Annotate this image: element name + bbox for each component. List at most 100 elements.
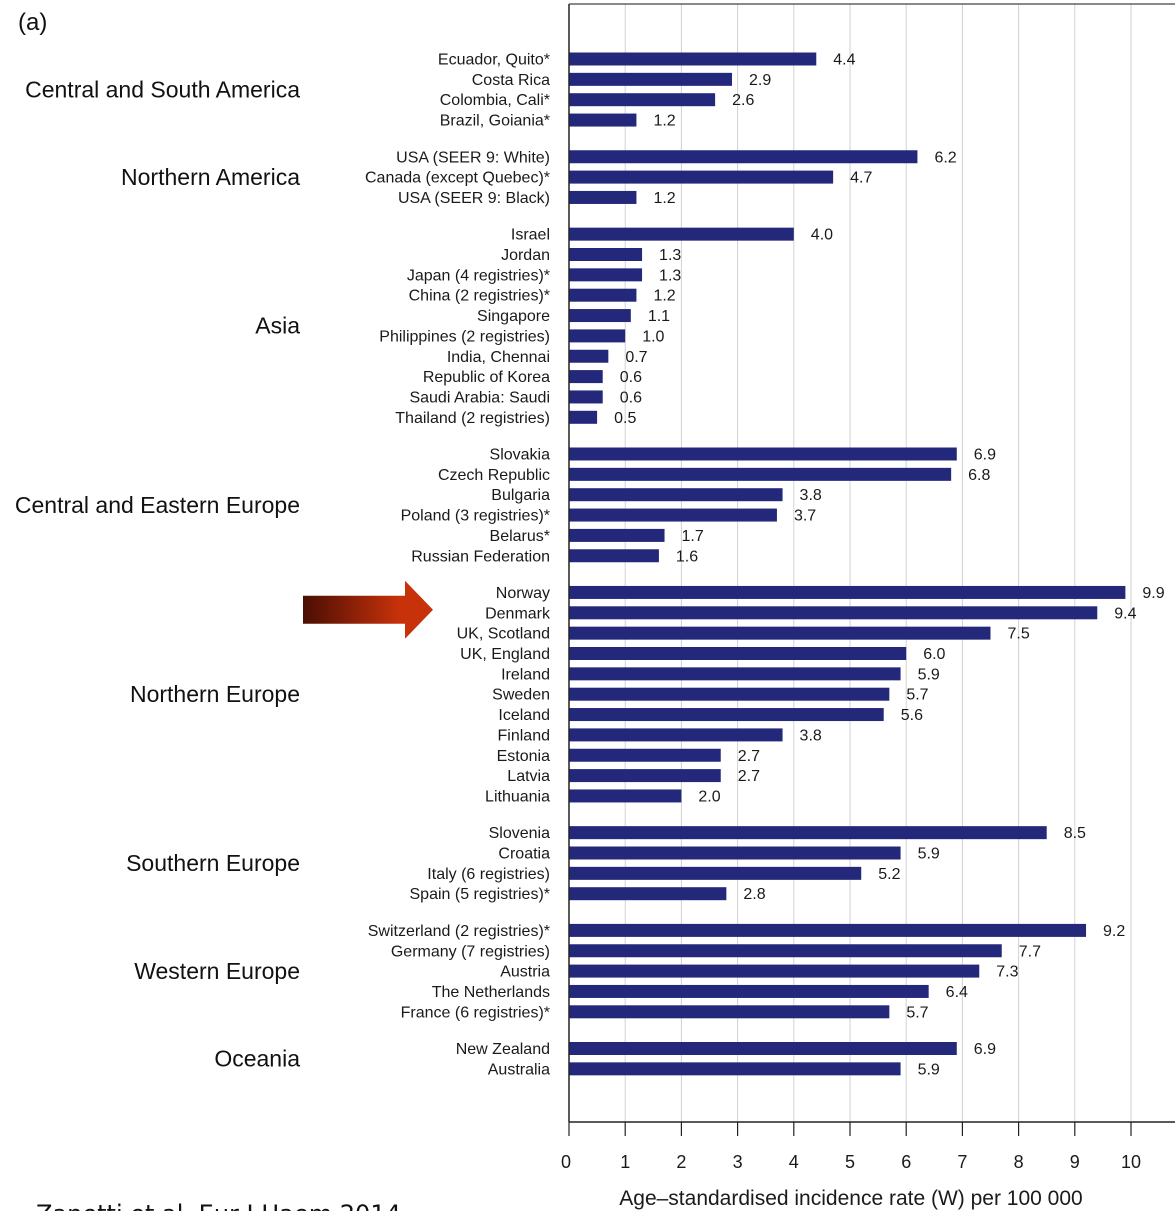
value-label: 8.5: [1064, 825, 1086, 842]
value-label: 5.9: [918, 666, 940, 683]
bar: [569, 549, 659, 563]
category-label: Canada (except Quebec)*: [365, 170, 550, 187]
x-tick-label: 3: [733, 1152, 743, 1172]
x-tick-label: 8: [1014, 1152, 1024, 1172]
category-label: Russian Federation: [411, 548, 550, 565]
bar: [569, 329, 626, 343]
value-label: 6.8: [968, 467, 990, 484]
bar: [569, 687, 890, 701]
x-axis: 0 1 2 3 4 5 6 7 8 9 10: [561, 3, 1175, 1172]
value-label: 2.7: [738, 768, 760, 785]
value-label: 5.6: [901, 707, 923, 724]
value-label: 2.6: [732, 92, 754, 109]
bar: [569, 984, 929, 998]
value-label: 4.4: [833, 52, 855, 69]
category-label: India, Chennai: [447, 349, 550, 366]
category-label: Republic of Korea: [423, 369, 550, 386]
bar: [569, 309, 631, 323]
category-label: UK, Scotland: [457, 626, 550, 643]
value-label: 5.7: [906, 687, 928, 704]
value-label: 1.2: [653, 113, 675, 130]
category-label: Brazil, Goiania*: [440, 113, 550, 130]
bar: [569, 789, 682, 803]
x-tick-label: 7: [957, 1152, 967, 1172]
x-axis-title: Age–standardised incidence rate (W) per …: [619, 1187, 1082, 1210]
bar: [569, 447, 957, 461]
category-label: Spain (5 registries)*: [410, 886, 551, 903]
value-label: 3.8: [800, 487, 822, 504]
category-label: USA (SEER 9: Black): [398, 190, 550, 207]
group-labels: Central and South America Northern Americ…: [15, 77, 300, 1072]
panel-tag: (a): [18, 9, 47, 36]
value-label: 6.4: [946, 984, 968, 1001]
category-label: China (2 registries)*: [409, 288, 550, 305]
value-label: 5.9: [918, 846, 940, 863]
group-label: Northern America: [121, 164, 300, 190]
bar: [569, 190, 637, 204]
group-label: Western Europe: [134, 958, 300, 984]
category-label: Australia: [488, 1061, 550, 1078]
x-tick-label: 4: [789, 1152, 799, 1172]
bar: [569, 887, 727, 901]
category-label: Norway: [496, 585, 550, 602]
bar: [569, 528, 665, 542]
bars: [569, 52, 1126, 1076]
category-label: Philippines (2 registries): [379, 328, 550, 345]
value-label: 3.8: [800, 727, 822, 744]
value-label: 0.7: [625, 349, 647, 366]
arrow-shape: [303, 580, 433, 639]
category-label: Japan (4 registries)*: [407, 267, 550, 284]
bar: [569, 113, 637, 127]
value-label: 9.9: [1142, 585, 1164, 602]
category-labels: Ecuador, Quito* Costa Rica Colombia, Cali*…: [365, 52, 551, 1079]
category-label: Saudi Arabia: Saudi: [409, 389, 550, 406]
category-label: Italy (6 registries): [427, 866, 550, 883]
value-label: 5.2: [878, 866, 900, 883]
category-label: Slovenia: [489, 825, 550, 842]
value-label: 1.2: [653, 288, 675, 305]
category-label: Denmark: [485, 605, 551, 622]
value-label: 0.6: [620, 389, 642, 406]
category-label: The Netherlands: [432, 984, 550, 1001]
highlight-arrow-icon: [303, 580, 433, 639]
bar: [569, 227, 794, 241]
bar: [569, 708, 884, 722]
value-label: 0.6: [620, 369, 642, 386]
category-label: Croatia: [498, 846, 550, 863]
category-label: Bulgaria: [491, 487, 550, 504]
bar: [569, 728, 783, 742]
value-label: 5.9: [918, 1061, 940, 1078]
bar: [569, 93, 716, 107]
group-label: Central and Eastern Europe: [15, 492, 300, 518]
bar: [569, 585, 1126, 599]
category-label: Switzerland (2 registries)*: [368, 923, 550, 940]
value-label: 2.0: [698, 788, 720, 805]
value-label: 1.7: [682, 528, 704, 545]
category-label: France (6 registries)*: [401, 1004, 550, 1021]
bar: [569, 626, 991, 640]
category-label: Germany (7 registries): [391, 943, 550, 960]
value-label: 2.9: [749, 72, 771, 89]
bar: [569, 467, 952, 481]
value-label: 1.3: [659, 247, 681, 264]
value-label: 3.7: [794, 508, 816, 525]
category-label: Costa Rica: [472, 72, 550, 89]
category-label: Sweden: [492, 687, 550, 704]
bar: [569, 248, 643, 261]
bar: [569, 748, 721, 762]
bar: [569, 150, 918, 164]
value-label: 6.9: [974, 447, 996, 464]
group-label: Oceania: [214, 1046, 300, 1072]
bar: [569, 1062, 901, 1076]
value-label: 9.2: [1103, 923, 1125, 940]
value-label: 2.8: [743, 886, 765, 903]
value-label: 2.7: [738, 748, 760, 765]
category-label: New Zealand: [456, 1041, 550, 1058]
x-tick-label: 0: [561, 1152, 571, 1172]
value-label: 4.7: [850, 170, 872, 187]
bar: [569, 508, 777, 522]
citation: Zanetti et al, Eur J Haem 2014: [36, 1200, 401, 1211]
category-label: Lithuania: [485, 788, 550, 805]
bar: [569, 170, 834, 184]
